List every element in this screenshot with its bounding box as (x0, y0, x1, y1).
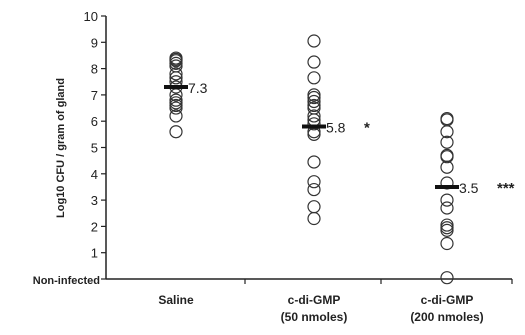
y-tick-label: 2 (91, 219, 98, 234)
y-tick-label: 7 (91, 88, 98, 103)
data-point (440, 135, 454, 149)
significance-marker: * (364, 119, 370, 136)
data-point (307, 34, 321, 48)
data-point (307, 211, 321, 226)
group-2: 5.8 * c-di-GMP (50 nmoles) (281, 34, 370, 324)
y-baseline-label: Non-infected (33, 275, 100, 287)
data-point (169, 109, 183, 123)
y-tick-label: 9 (91, 35, 98, 50)
data-point (440, 125, 454, 139)
data-point (169, 71, 183, 85)
data-point (440, 236, 454, 251)
mean-label: 5.8 (326, 119, 346, 135)
group-1: 7.3 Saline (158, 51, 208, 307)
data-point (440, 221, 454, 235)
data-point (440, 201, 454, 215)
data-point (307, 90, 321, 105)
significance-marker: *** (497, 180, 515, 197)
x-axis (106, 278, 513, 284)
data-point (440, 193, 454, 207)
data-point (440, 218, 454, 232)
category-label: c-di-GMP (421, 293, 474, 307)
data-point (307, 117, 321, 131)
data-point (169, 96, 183, 110)
y-tick-label: 6 (91, 114, 98, 129)
category-label: c-di-GMP (288, 293, 341, 307)
group-3: 3.5 *** c-di-GMP (200 nmoles) (410, 111, 515, 324)
mean-label: 3.5 (459, 180, 479, 196)
data-point (169, 101, 183, 115)
y-tick-label: 4 (91, 167, 98, 182)
y-axis-label: Log10 CFU / gram of gland (55, 78, 67, 218)
data-point (440, 160, 454, 174)
data-point (440, 150, 454, 164)
category-label: (200 nmoles) (410, 310, 483, 324)
data-groups: 7.3 Saline 5.8 * c-di-GMP (50 nmoles) 3.5 *** c-… (158, 34, 515, 324)
data-point (307, 55, 321, 69)
data-point (440, 176, 454, 190)
y-axis: 10 9 8 7 6 5 4 3 2 1 Non-infected (33, 9, 107, 287)
y-tick-label: 8 (91, 62, 98, 77)
data-point (307, 94, 321, 109)
y-tick-label: 5 (91, 141, 98, 156)
category-label: Saline (158, 293, 194, 307)
data-point (307, 71, 321, 85)
y-tick-label: 1 (91, 246, 98, 261)
data-point (440, 223, 454, 237)
data-point (307, 182, 321, 197)
data-point (307, 109, 321, 123)
category-label: (50 nmoles) (281, 310, 348, 324)
data-point (169, 67, 183, 81)
data-point (307, 175, 321, 189)
data-point (440, 271, 454, 285)
data-point (307, 200, 321, 214)
data-point (169, 125, 183, 139)
data-point (307, 155, 321, 169)
mean-label: 7.3 (188, 80, 208, 96)
y-tick-label: 3 (91, 193, 98, 208)
y-tick-label: 10 (84, 9, 98, 24)
